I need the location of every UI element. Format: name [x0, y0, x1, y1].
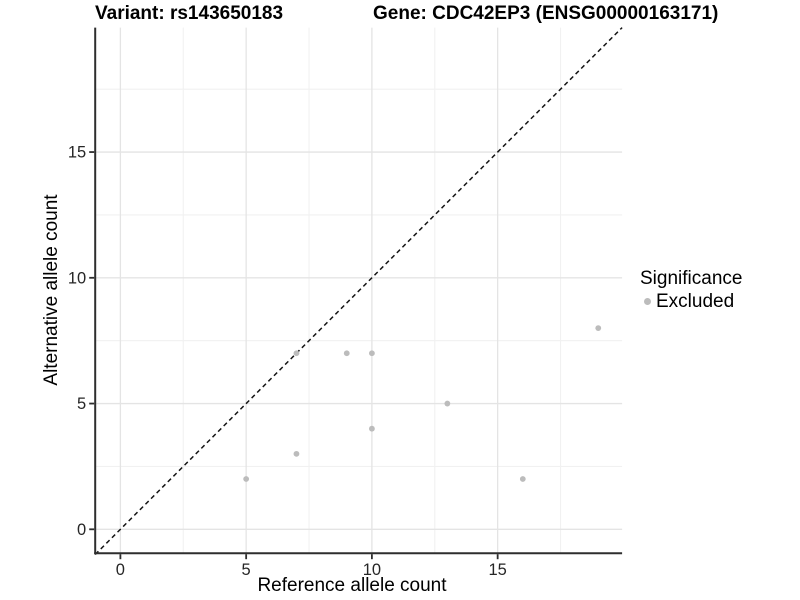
plot-title-gene: Gene: CDC42EP3 (ENSG00000163171)	[373, 3, 719, 24]
x-tick-label: 5	[242, 561, 251, 579]
y-tick-label: 15	[68, 144, 86, 162]
x-tick-label: 15	[488, 561, 506, 579]
y-tick-label: 10	[68, 269, 86, 287]
legend-item-label: Excluded	[656, 291, 735, 312]
data-point	[343, 350, 350, 357]
data-point	[519, 476, 526, 482]
legend-point-swatch	[644, 298, 651, 305]
data-point	[293, 350, 300, 357]
y-tick-label: 5	[77, 395, 86, 413]
identity-line	[94, 27, 623, 556]
data-point	[595, 325, 602, 331]
data-point	[243, 476, 250, 482]
legend-item-excluded: Excluded	[640, 291, 742, 312]
x-axis-label: Reference allele count	[257, 575, 447, 596]
data-point	[293, 450, 300, 457]
data-point	[369, 350, 375, 357]
y-tick-label: 0	[77, 521, 86, 539]
x-tick-label: 0	[116, 561, 125, 579]
legend-title: Significance	[640, 268, 743, 289]
x-tick-label: 10	[363, 561, 381, 579]
y-axis-label: Alternative allele count	[41, 194, 62, 386]
data-point	[369, 425, 375, 432]
data-point	[444, 400, 451, 407]
legend: Significance Excluded	[640, 268, 742, 312]
plot-title-variant: Variant: rs143650183	[95, 3, 284, 24]
